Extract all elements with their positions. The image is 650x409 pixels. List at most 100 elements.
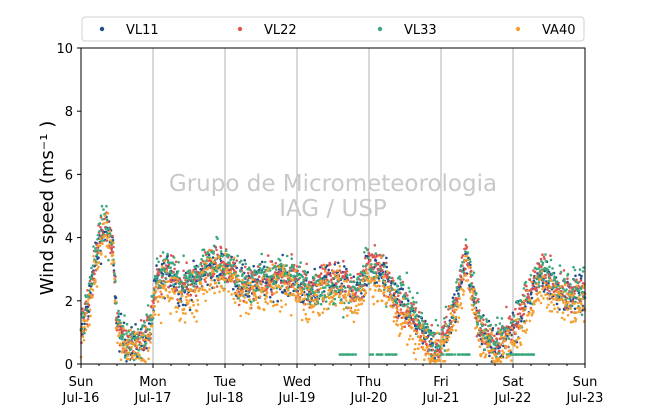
- data-point: [369, 281, 373, 284]
- data-point: [181, 286, 184, 290]
- data-point: [95, 253, 99, 257]
- data-point: [221, 254, 224, 258]
- data-point: [177, 304, 181, 308]
- data-point: [117, 309, 120, 313]
- data-point: [86, 300, 89, 304]
- data-point: [322, 307, 326, 311]
- data-point: [313, 267, 317, 271]
- data-point: [166, 252, 169, 256]
- data-point: [486, 344, 490, 348]
- data-point: [380, 289, 383, 293]
- data-point: [116, 320, 120, 324]
- data-point: [144, 342, 148, 345]
- data-point: [91, 295, 94, 299]
- data-point: [347, 293, 350, 297]
- data-point: [118, 323, 122, 327]
- data-point: [115, 328, 119, 332]
- data-point: [301, 280, 305, 284]
- data-point: [381, 284, 385, 288]
- data-point: [359, 278, 363, 282]
- data-point: [331, 282, 335, 285]
- data-point: [487, 349, 490, 353]
- data-point: [451, 329, 454, 332]
- data-point: [405, 321, 409, 325]
- data-point: [407, 312, 410, 316]
- data-point: [415, 329, 419, 333]
- data-point: [321, 286, 325, 290]
- data-point: [393, 288, 397, 292]
- data-point: [90, 283, 94, 287]
- data-point: [579, 309, 582, 313]
- data-point: [212, 286, 216, 290]
- data-point: [432, 358, 435, 362]
- data-point: [163, 260, 166, 263]
- data-point: [203, 261, 206, 264]
- data-point: [112, 261, 116, 264]
- data-point: [530, 280, 533, 284]
- data-point: [125, 351, 128, 354]
- data-point: [573, 307, 577, 311]
- data-point: [325, 264, 329, 268]
- data-point: [225, 272, 228, 275]
- data-point: [362, 269, 365, 272]
- data-point: [139, 342, 143, 346]
- data-point: [161, 269, 164, 272]
- data-point: [462, 290, 466, 293]
- data-point: [153, 304, 156, 308]
- data-point: [184, 278, 187, 282]
- data-point: [348, 306, 352, 310]
- data-point: [231, 273, 235, 277]
- data-point: [372, 302, 376, 306]
- data-point: [412, 317, 415, 321]
- data-point: [148, 331, 152, 335]
- data-point: [219, 246, 223, 250]
- data-point: [185, 298, 188, 302]
- data-point: [193, 278, 197, 281]
- data-point: [255, 296, 258, 299]
- data-point: [435, 342, 439, 345]
- data-point: [392, 320, 396, 323]
- data-point: [199, 263, 202, 266]
- data-point: [551, 267, 554, 270]
- data-point: [323, 270, 327, 273]
- data-point: [283, 291, 287, 295]
- data-point: [175, 310, 178, 314]
- watermark-line-2: IAG / USP: [279, 196, 387, 222]
- data-point: [470, 303, 474, 307]
- data-point: [409, 311, 412, 315]
- data-point: [428, 348, 432, 352]
- data-point: [186, 283, 190, 287]
- data-point: [422, 334, 426, 337]
- data-point: [131, 330, 134, 334]
- data-point: [252, 273, 256, 277]
- data-point: [118, 328, 121, 332]
- data-point: [185, 276, 188, 280]
- data-point: [417, 315, 421, 318]
- data-point: [335, 292, 339, 296]
- data-point: [391, 276, 394, 280]
- data-point: [342, 307, 346, 311]
- data-point: [295, 265, 299, 268]
- data-point: [581, 309, 584, 312]
- data-point: [329, 274, 333, 278]
- data-point: [268, 281, 272, 285]
- data-point: [368, 264, 372, 268]
- data-point: [307, 292, 311, 296]
- data-point: [392, 281, 395, 285]
- data-point: [196, 298, 199, 302]
- y-tick-label: 6: [65, 168, 73, 183]
- data-point: [278, 274, 282, 278]
- data-point: [421, 319, 424, 323]
- data-point: [461, 277, 464, 280]
- data-point: [91, 264, 95, 268]
- data-point: [177, 290, 180, 294]
- data-point: [572, 311, 576, 314]
- data-point: [532, 277, 536, 280]
- data-point: [545, 306, 549, 309]
- data-point: [390, 293, 393, 297]
- data-point: [385, 265, 389, 269]
- data-point: [193, 265, 196, 269]
- data-point: [579, 277, 583, 280]
- data-point: [576, 306, 579, 310]
- data-point: [241, 278, 244, 282]
